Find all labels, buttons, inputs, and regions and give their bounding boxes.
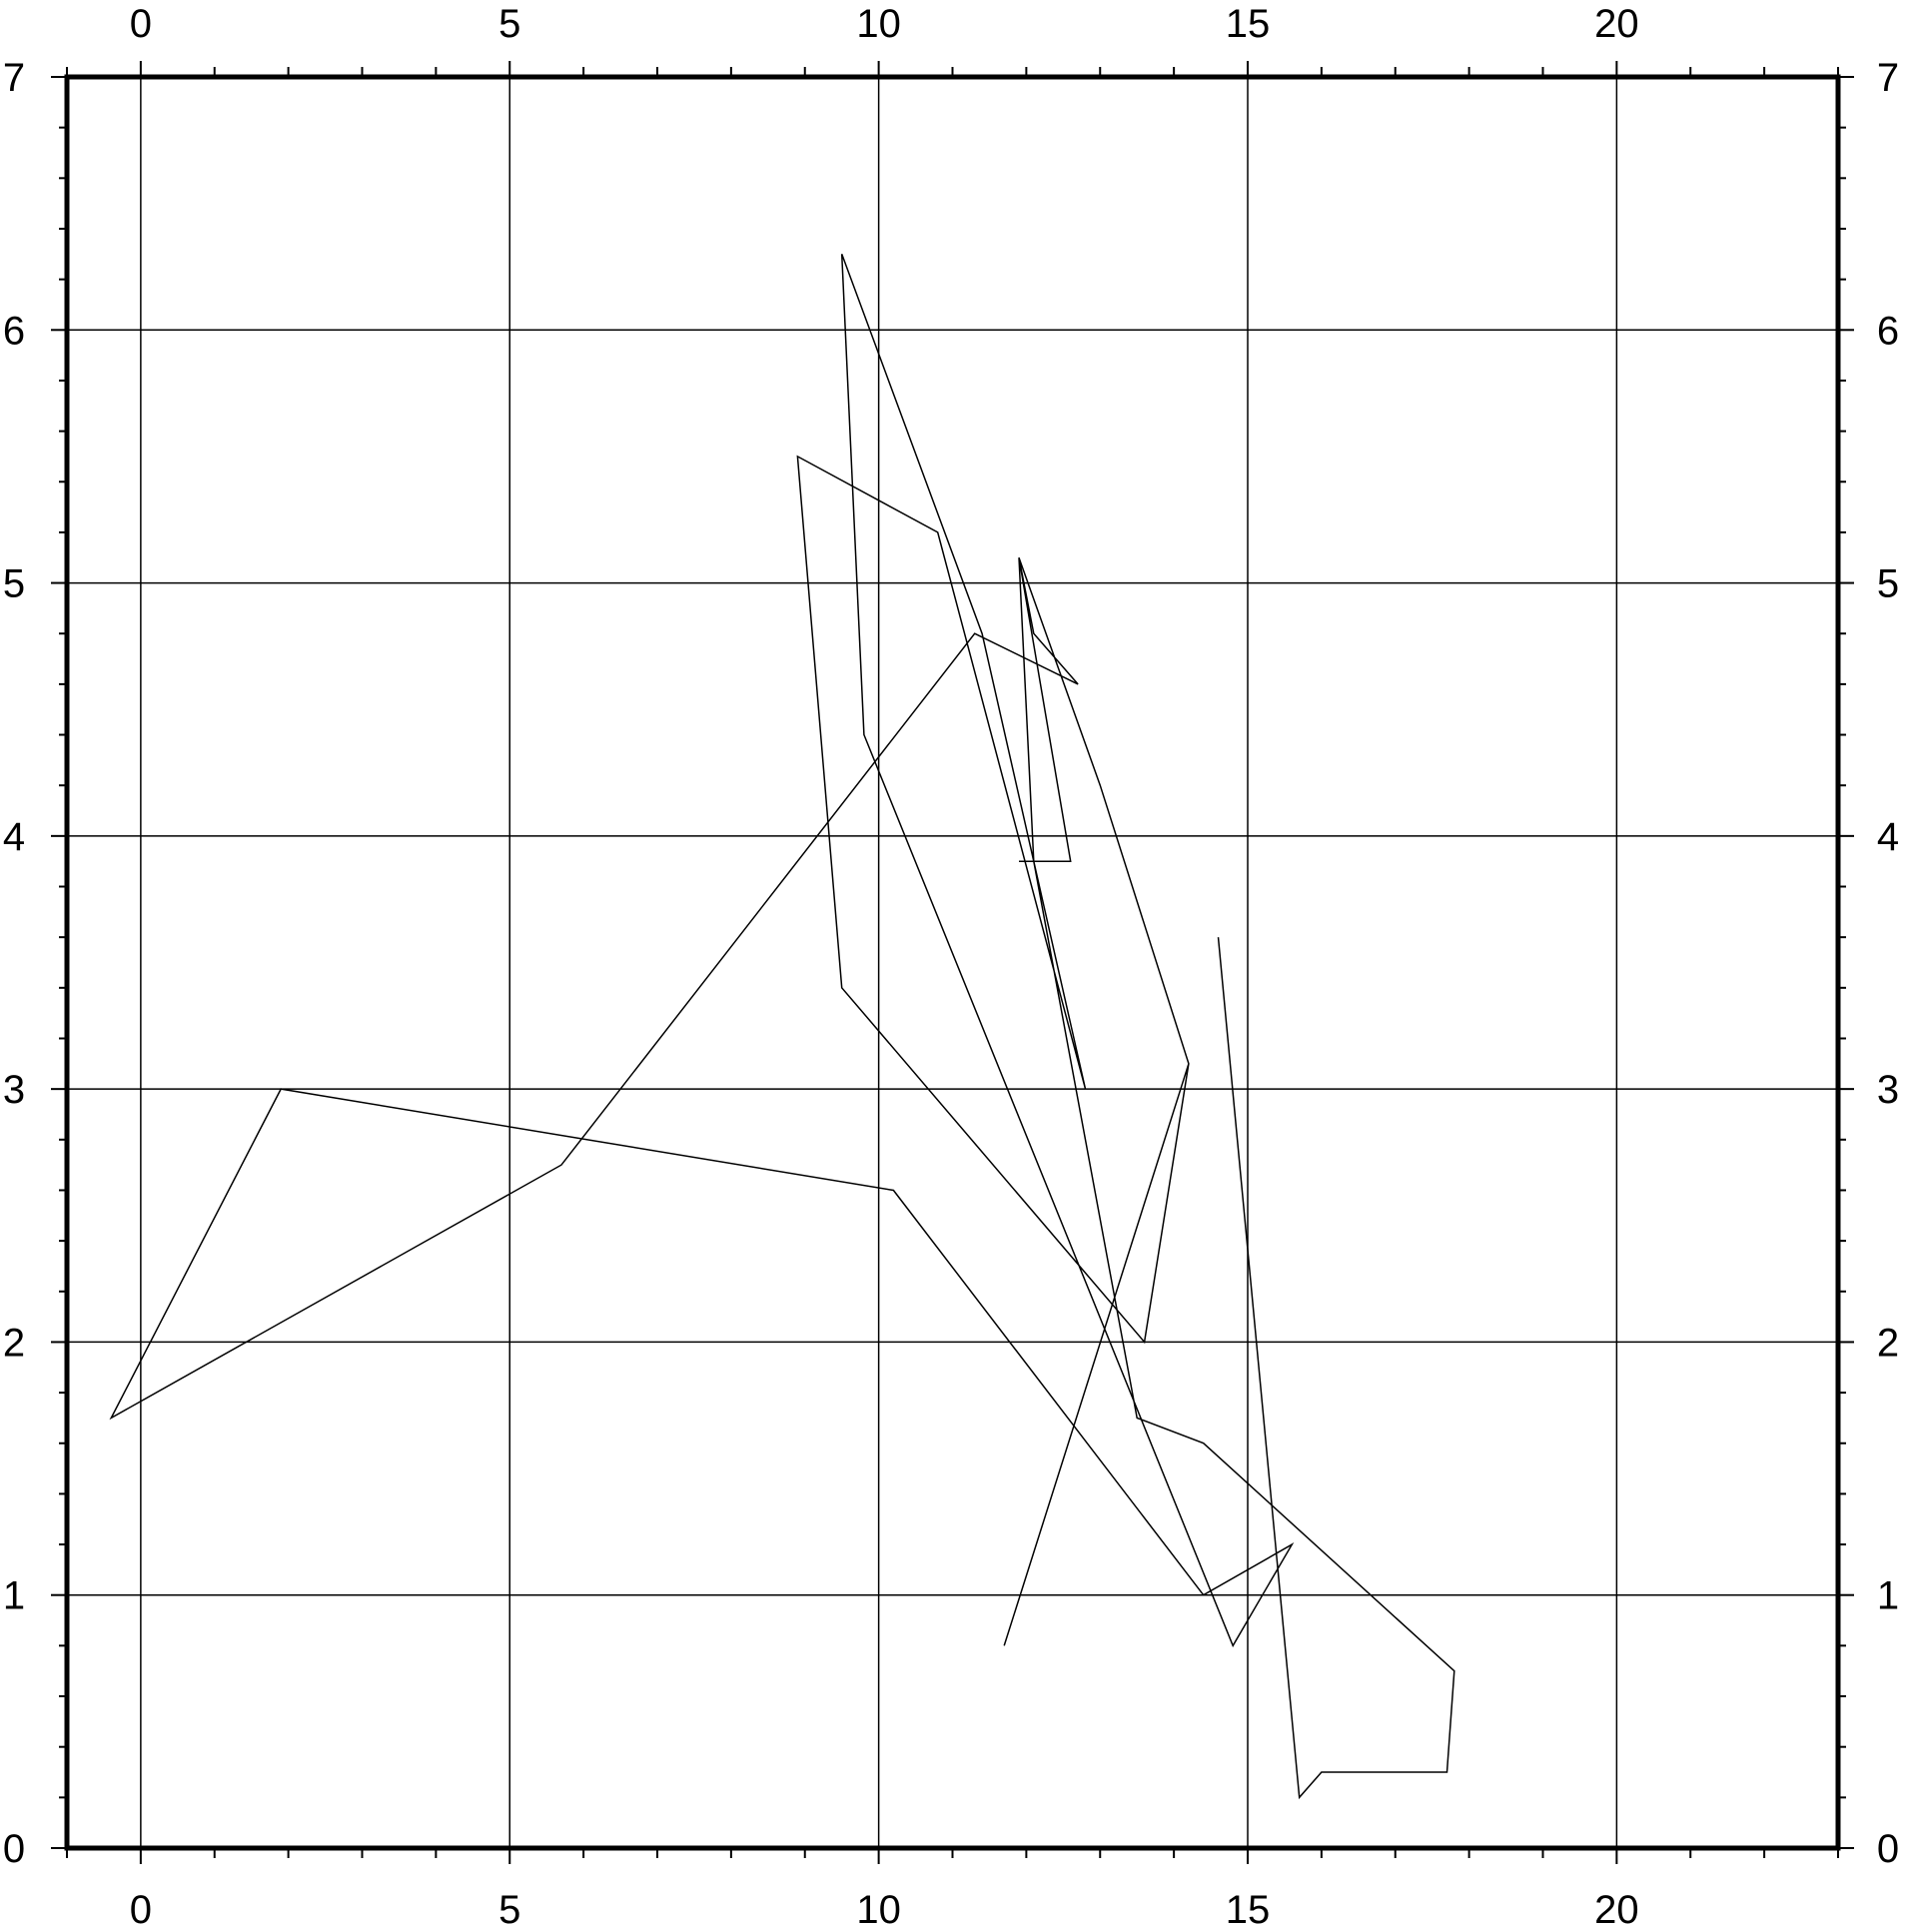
axis-ticks — [51, 61, 1854, 1864]
y-tick-label-left: 0 — [3, 1827, 25, 1871]
x-tick-label-top: 10 — [856, 2, 901, 46]
y-tick-label-right: 7 — [1877, 56, 1899, 100]
y-tick-label-left: 2 — [3, 1321, 25, 1365]
y-tick-label-right: 0 — [1877, 1827, 1899, 1871]
x-tick-label-bottom: 0 — [130, 1888, 152, 1927]
y-tick-label-right: 3 — [1877, 1068, 1899, 1112]
y-tick-label-left: 3 — [3, 1068, 25, 1112]
x-tick-label-top: 5 — [498, 2, 520, 46]
y-tick-label-left: 7 — [3, 56, 25, 100]
y-tick-label-right: 6 — [1877, 309, 1899, 353]
y-tick-label-right: 4 — [1877, 815, 1899, 859]
series-line-1 — [109, 254, 1455, 1800]
y-tick-label-right: 2 — [1877, 1321, 1899, 1365]
tick-labels: 0 0 5 5 10 10 15 15 20 20 0 0 1 1 2 2 3 3 4 4 5 5 6 6 7 7 — [3, 2, 1899, 1932]
x-tick-label-top: 15 — [1226, 2, 1271, 46]
x-tick-label-bottom: 5 — [498, 1888, 520, 1927]
x-tick-label-bottom: 15 — [1226, 1888, 1271, 1927]
x-tick-label-bottom: 10 — [856, 1888, 901, 1927]
y-tick-label-left: 6 — [3, 309, 25, 353]
y-tick-label-left: 1 — [3, 1574, 25, 1618]
y-tick-label-right: 1 — [1877, 1574, 1899, 1618]
y-tick-label-right: 5 — [1877, 562, 1899, 606]
x-tick-label-top: 0 — [130, 2, 152, 46]
x-tick-label-top: 20 — [1594, 2, 1639, 46]
y-tick-label-left: 5 — [3, 562, 25, 606]
y-tick-label-left: 4 — [3, 815, 25, 859]
x-tick-label-bottom: 20 — [1594, 1888, 1639, 1927]
gridlines — [67, 77, 1838, 1848]
series-layer — [109, 254, 1455, 1800]
